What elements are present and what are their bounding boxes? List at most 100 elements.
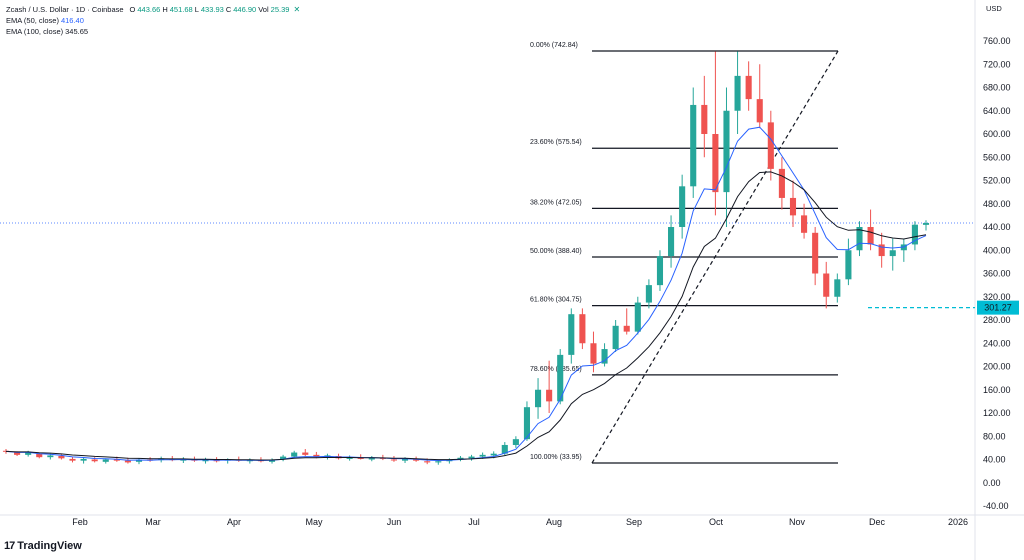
x-tick-label: May <box>305 517 323 527</box>
legend-ohlc-row: Zcash / U.S. Dollar · 1D · Coinbase O 443… <box>6 4 300 15</box>
candle-body <box>834 279 841 297</box>
tradingview-logo: 17 TradingView <box>4 540 82 552</box>
y-tick-label: 400.00 <box>983 245 1011 255</box>
candle-body <box>801 215 808 233</box>
x-tick-label: Jun <box>387 517 402 527</box>
candle-body <box>612 325 619 350</box>
candle-body <box>457 457 464 460</box>
y-tick-label: 480.00 <box>983 199 1011 209</box>
y-tick-label: 200.00 <box>983 362 1011 372</box>
candle-body <box>712 134 719 193</box>
candle-body <box>634 302 641 332</box>
candle-body <box>546 389 553 402</box>
candle-body <box>878 244 885 257</box>
candle-body <box>302 452 309 455</box>
legend-high: 451.68 <box>169 5 193 14</box>
candle-body <box>512 439 519 445</box>
candle-body <box>523 407 531 440</box>
legend-ema100-row: EMA (100, close) 345.65 <box>6 26 300 37</box>
candle-body <box>778 168 785 198</box>
y-tick-label: 360.00 <box>983 269 1011 279</box>
fib-trend-line <box>591 50 839 464</box>
y-tick-label: 640.00 <box>983 106 1011 116</box>
candle-body <box>734 75 741 111</box>
price-tag-label: 301.27 <box>984 303 1012 313</box>
candle-body <box>756 99 763 123</box>
x-tick-label: Aug <box>546 517 562 527</box>
candle-body <box>47 455 54 458</box>
candle-body <box>789 197 797 216</box>
candle-body <box>745 75 752 100</box>
candle-body <box>679 186 686 227</box>
candle-body <box>579 314 586 344</box>
fib-level-label: 100.00% (33.95) <box>530 454 582 461</box>
candle-body <box>922 222 930 225</box>
candle-body <box>701 104 708 134</box>
branding-text: TradingView <box>17 540 82 552</box>
candle-body <box>58 456 65 459</box>
candle-body <box>25 451 32 455</box>
candle-body <box>911 224 918 245</box>
y-tick-label: 0.00 <box>983 478 1001 488</box>
candle-body <box>401 458 409 461</box>
candle-body <box>202 459 209 462</box>
candle-body <box>668 227 675 257</box>
y-tick-label: 240.00 <box>983 338 1011 348</box>
legend-close: 446.90 <box>233 5 257 14</box>
candle-body <box>767 122 774 169</box>
fib-level-label: 0.00% (742.84) <box>530 42 578 49</box>
candle-body <box>368 457 375 460</box>
candle-body <box>590 343 597 364</box>
ema50-line <box>5 126 927 462</box>
candle-body <box>102 459 109 462</box>
x-tick-label: 2026 <box>948 517 968 527</box>
candle-body <box>124 460 131 463</box>
currency-label: USD <box>986 4 1002 13</box>
legend-low-label: L <box>194 5 199 14</box>
y-tick-label: 600.00 <box>983 129 1011 139</box>
tradingview-logo-icon: 17 <box>4 540 15 552</box>
legend-open: 443.66 <box>137 5 161 14</box>
x-tick-label: Feb <box>72 517 88 527</box>
y-tick-label: 320.00 <box>983 292 1011 302</box>
legend-vol: 25.39 <box>270 5 290 14</box>
candle-body <box>280 456 287 460</box>
candle-body <box>435 461 442 463</box>
x-tick-label: Oct <box>709 517 724 527</box>
candle-body <box>823 273 830 297</box>
y-tick-label: 40.00 <box>983 455 1006 465</box>
close-icon[interactable]: ✕ <box>293 5 301 14</box>
y-tick-label: -40.00 <box>983 501 1009 511</box>
candle-body <box>313 454 320 458</box>
y-tick-label: 560.00 <box>983 152 1011 162</box>
candle-body <box>690 104 697 187</box>
candle-body <box>135 459 143 462</box>
y-tick-label: 760.00 <box>983 36 1011 46</box>
y-tick-label: 280.00 <box>983 315 1011 325</box>
fib-level-label: 78.60% (185.65) <box>530 366 582 373</box>
y-tick-label: 720.00 <box>983 59 1011 69</box>
legend-ema100-label: EMA (100, close) <box>6 27 64 36</box>
legend-ema50-label: EMA (50, close) <box>6 16 59 25</box>
candle-body <box>856 227 863 251</box>
y-tick-label: 520.00 <box>983 176 1011 186</box>
candle-body <box>413 459 420 461</box>
candle-body <box>14 452 21 455</box>
legend-open-label: O <box>129 5 136 14</box>
candle-body <box>535 389 542 408</box>
legend-symbol: Zcash / U.S. Dollar · 1D · Coinbase <box>6 5 124 14</box>
candle-body <box>601 349 608 364</box>
x-tick-label: Dec <box>869 517 886 527</box>
legend-ema100-value: 345.65 <box>65 27 89 36</box>
fib-level-label: 38.20% (472.05) <box>530 199 582 206</box>
candle-body <box>80 458 87 461</box>
candle-body <box>867 227 874 245</box>
y-tick-label: 680.00 <box>983 83 1011 93</box>
candle-body <box>501 444 508 454</box>
candle-body <box>291 452 298 457</box>
candle-body <box>623 325 630 332</box>
y-tick-label: 160.00 <box>983 385 1011 395</box>
legend-close-label: C <box>225 5 232 14</box>
x-tick-label: Apr <box>227 517 241 527</box>
